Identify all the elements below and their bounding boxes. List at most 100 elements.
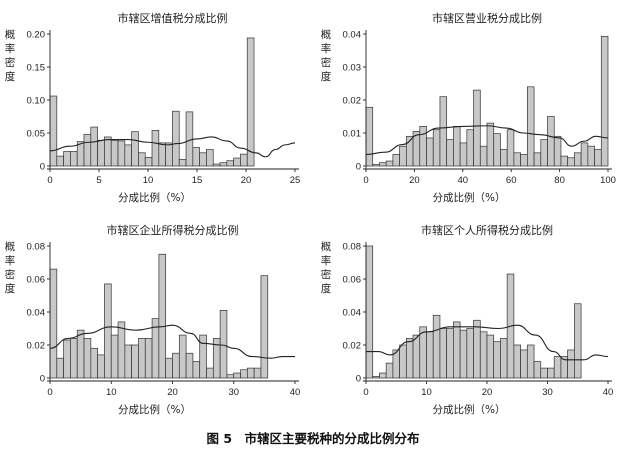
y-tick-label: 0.08 bbox=[27, 242, 46, 253]
histogram-bar bbox=[240, 153, 248, 167]
histogram-bar bbox=[587, 145, 595, 167]
y-tick-label: 0 bbox=[356, 162, 361, 173]
histogram-bar bbox=[459, 329, 468, 379]
x-tick-label: 100 bbox=[600, 175, 616, 186]
x-tick-label: 25 bbox=[290, 175, 301, 186]
chart-title: 市辖区增值税分成比例 bbox=[118, 11, 228, 25]
histogram-bar bbox=[412, 334, 421, 379]
histogram-bar bbox=[246, 37, 255, 167]
histogram-bar bbox=[385, 160, 394, 167]
histogram-bar bbox=[513, 344, 521, 379]
histogram-bar bbox=[104, 136, 112, 167]
histogram-bar bbox=[405, 338, 414, 379]
x-tick-label: 20 bbox=[241, 175, 252, 186]
y-axis-label: 概率密度 bbox=[321, 240, 332, 295]
histogram-bar bbox=[540, 367, 548, 379]
density-curve bbox=[365, 125, 609, 155]
y-tick-label: 0.15 bbox=[27, 63, 46, 74]
histogram-bar bbox=[459, 142, 468, 167]
x-axis-label: 分成比例（%） bbox=[118, 403, 191, 416]
histogram-bar bbox=[124, 144, 132, 167]
histogram-bar bbox=[486, 334, 495, 379]
histogram-bar bbox=[226, 160, 234, 167]
y-tick-label: 0 bbox=[40, 162, 45, 173]
histogram-bar bbox=[506, 129, 515, 167]
y-tick-label: 0.04 bbox=[343, 308, 362, 319]
histogram-bar bbox=[90, 347, 98, 379]
x-tick-label: 40 bbox=[603, 387, 614, 398]
histogram-bar bbox=[199, 152, 207, 167]
histogram-bar bbox=[165, 142, 173, 167]
histogram-bar bbox=[439, 328, 448, 379]
histogram-bar bbox=[172, 110, 180, 167]
histogram-bar bbox=[426, 137, 434, 167]
histogram-bar bbox=[560, 155, 569, 167]
histogram-bar bbox=[192, 361, 201, 379]
histogram-bar bbox=[63, 339, 71, 379]
histogram-bar bbox=[426, 331, 434, 379]
histogram-bar bbox=[547, 116, 555, 167]
y-tick-label: 0.02 bbox=[27, 341, 46, 352]
histogram-bar bbox=[453, 126, 461, 167]
histogram-bar bbox=[110, 139, 119, 167]
histogram-bar bbox=[233, 372, 241, 379]
y-tick-label: 0.05 bbox=[27, 129, 46, 140]
x-tick-label: 10 bbox=[106, 387, 117, 398]
y-tick-label: 0.02 bbox=[343, 96, 362, 107]
x-tick-label: 80 bbox=[554, 175, 565, 186]
y-axis-label: 概率密度 bbox=[5, 28, 16, 83]
histogram-bar bbox=[185, 352, 194, 379]
histogram-bar bbox=[151, 130, 160, 167]
x-axis-label: 分成比例（%） bbox=[433, 403, 506, 416]
histogram-bar bbox=[372, 376, 380, 379]
histogram-bar bbox=[479, 145, 488, 167]
histogram-bar bbox=[392, 154, 400, 167]
y-axis-label: 概率密度 bbox=[5, 240, 16, 295]
histogram-bar bbox=[553, 356, 562, 379]
histogram-bar bbox=[372, 164, 380, 167]
histogram-bar bbox=[446, 139, 454, 167]
density-curve bbox=[49, 324, 295, 359]
x-tick-label: 20 bbox=[482, 387, 493, 398]
histogram-bar bbox=[399, 344, 407, 379]
histogram-bar bbox=[574, 152, 582, 167]
histogram-bar bbox=[185, 111, 194, 167]
histogram-bar bbox=[83, 338, 92, 379]
x-tick-label: 5 bbox=[96, 175, 101, 186]
histogram-bar bbox=[70, 338, 78, 379]
x-tick-label: 0 bbox=[47, 387, 52, 398]
histogram-bar bbox=[117, 140, 126, 167]
chart-panel-3: 市辖区企业所得税分成比例 0 0.02 0.04 0.06 0.08 0 10 20 30 40 分成… bbox=[5, 223, 301, 416]
histogram-bar bbox=[432, 314, 441, 379]
histogram-bar bbox=[379, 162, 387, 167]
histogram-bar bbox=[212, 163, 221, 167]
y-tick-label: 0.20 bbox=[27, 30, 46, 41]
histogram-bar bbox=[540, 139, 548, 167]
histogram-bar bbox=[466, 328, 474, 379]
y-tick-label: 0.08 bbox=[343, 242, 362, 253]
histogram-bar bbox=[144, 157, 153, 167]
histogram-bar bbox=[219, 310, 228, 379]
histogram-bar bbox=[97, 354, 105, 379]
histogram-bar bbox=[479, 331, 488, 379]
y-tick-label: 0.02 bbox=[343, 341, 362, 352]
chart-title: 市辖区企业所得税分成比例 bbox=[107, 223, 239, 237]
histogram-bar bbox=[520, 154, 528, 167]
histogram-bar bbox=[513, 152, 521, 167]
x-tick-label: 0 bbox=[47, 175, 52, 186]
density-curve bbox=[49, 136, 296, 158]
y-tick-label: 0.03 bbox=[343, 63, 362, 74]
y-tick-label: 0.04 bbox=[343, 30, 362, 41]
histogram-bar bbox=[172, 352, 180, 379]
y-tick-label: 0.06 bbox=[27, 275, 46, 286]
chart-title: 市辖区营业税分成比例 bbox=[432, 11, 542, 25]
chart-panel-2: 市辖区营业税分成比例 0 0.01 0.02 0.03 0.04 0 20 40 60 80 100 分… bbox=[321, 11, 616, 204]
histogram-bar bbox=[124, 344, 133, 379]
x-tick-label: 20 bbox=[167, 387, 178, 398]
histogram-bar bbox=[526, 86, 535, 167]
x-tick-label: 0 bbox=[363, 175, 368, 186]
histogram-bar bbox=[110, 334, 119, 379]
histogram-bar bbox=[97, 139, 105, 167]
histogram-bar bbox=[192, 147, 200, 167]
